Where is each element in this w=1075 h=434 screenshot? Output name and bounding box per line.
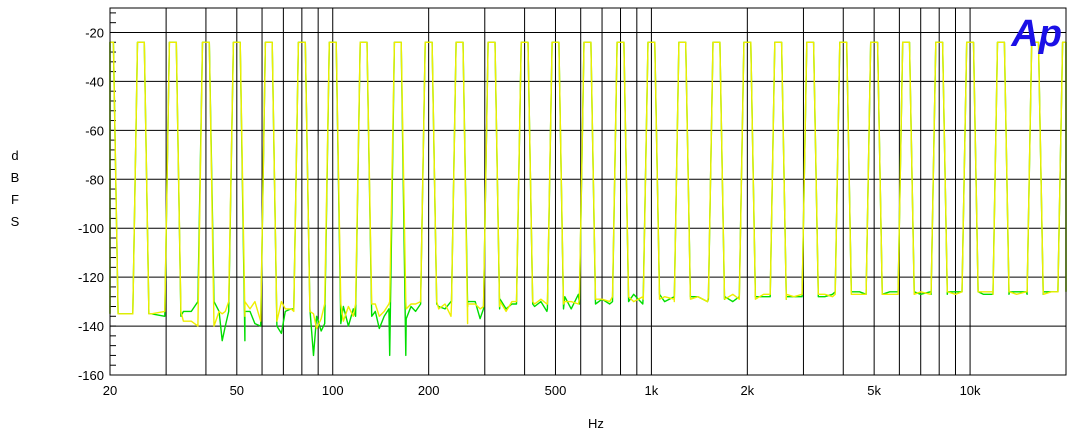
- x-tick-label: 10k: [960, 383, 981, 398]
- x-axis-tick-labels: 20 50 100 200 500 1k 2k 5k 10k: [103, 383, 981, 398]
- y-axis-tick-labels: -20 -40 -60 -80 -100 -120 -140 -160: [78, 25, 104, 383]
- y-tick-label: -80: [85, 172, 104, 187]
- x-tick-label: 2k: [740, 383, 754, 398]
- y-axis-label-letter: d: [11, 148, 18, 163]
- series-line-1: [109, 41, 1067, 357]
- x-tick-label: 1k: [645, 383, 659, 398]
- y-tick-label: -40: [85, 74, 104, 89]
- plot-frame: [109, 7, 1067, 376]
- x-tick-label: 500: [545, 383, 567, 398]
- y-axis-label-letter: S: [11, 214, 20, 229]
- x-tick-label: 50: [230, 383, 244, 398]
- y-axis-label-letter: B: [11, 170, 20, 185]
- y-tick-label: -140: [78, 319, 104, 334]
- chart-gridlines: [109, 8, 1067, 376]
- y-tick-label: -120: [78, 270, 104, 285]
- chart-series-layer: [109, 41, 1067, 357]
- y-tick-label: -160: [78, 368, 104, 383]
- y-axis-minor-ticks: [110, 12, 116, 376]
- x-tick-label: 20: [103, 383, 117, 398]
- y-axis-label-letter: F: [11, 192, 19, 207]
- x-axis-label: Hz: [588, 416, 604, 431]
- series-line-2: [109, 41, 1067, 330]
- x-tick-label: 5k: [867, 383, 881, 398]
- x-tick-label: 100: [322, 383, 344, 398]
- ap-logo: Ap: [1010, 13, 1062, 55]
- y-tick-label: -100: [78, 221, 104, 236]
- y-tick-label: -20: [85, 25, 104, 40]
- y-tick-label: -60: [85, 123, 104, 138]
- x-tick-label: 200: [418, 383, 440, 398]
